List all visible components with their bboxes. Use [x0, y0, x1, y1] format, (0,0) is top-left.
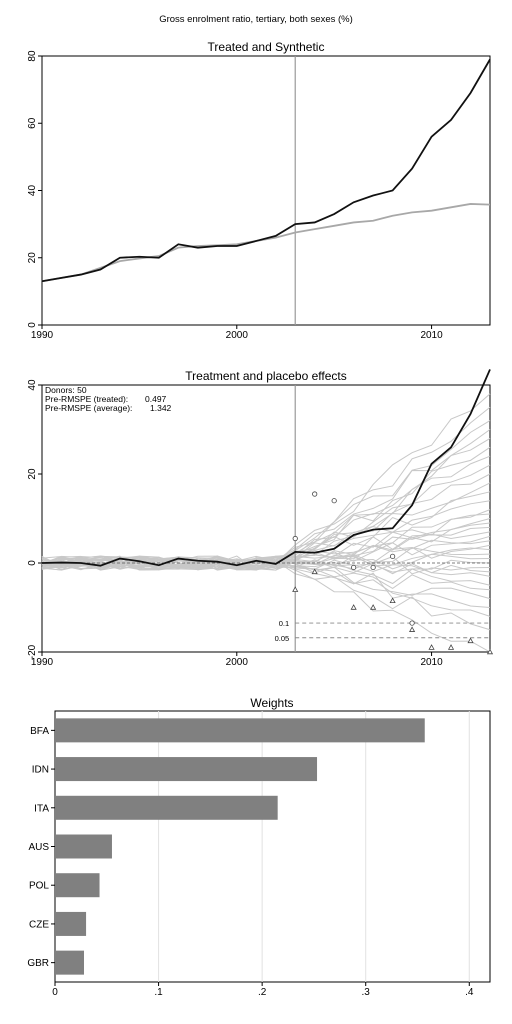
band-label: 0.05 — [275, 634, 290, 643]
bar — [55, 873, 100, 898]
rmspe-average-value: 1.342 — [150, 403, 172, 413]
page-title: Gross enrolment ratio, tertiary, both se… — [159, 14, 353, 25]
triangle-marker — [447, 644, 455, 650]
x-tick-label: 1990 — [31, 657, 54, 668]
placebo-series-line — [41, 420, 491, 571]
category-label: CZE — [29, 919, 49, 930]
y-tick-label: -20 — [27, 644, 38, 659]
x-tick-label: 2010 — [420, 657, 443, 668]
category-label: GBR — [27, 958, 49, 969]
category-label: BFA — [30, 726, 49, 737]
x-tick-label: .1 — [154, 987, 163, 998]
plot-area — [55, 718, 425, 975]
triangle-marker — [370, 604, 377, 610]
triangle-marker — [428, 644, 435, 650]
circle-marker — [312, 491, 318, 497]
x-tick-label: 2000 — [226, 657, 249, 668]
panel-treated-synthetic: Treated and Synthetic 1990 2000 2010 0 20 40 6… — [27, 40, 491, 341]
placebo-series-line — [41, 446, 491, 571]
rmspe-treated-value: 0.497 — [145, 394, 167, 404]
triangle-marker — [350, 604, 357, 610]
band-label: 0.1 — [279, 619, 289, 628]
x-tick-label: .4 — [465, 987, 474, 998]
placebo-series-line — [41, 393, 491, 571]
chart-title: Weights — [250, 696, 293, 710]
plot-area — [41, 56, 491, 325]
circle-marker — [390, 553, 396, 559]
panel-treatment-placebo: Treatment and placebo effects 1990 2000 20… — [27, 369, 494, 668]
placebo-series-line — [41, 455, 491, 569]
placebo-series-line — [41, 406, 491, 570]
placebo-series-line — [41, 429, 491, 570]
y-tick-label: 40 — [27, 185, 38, 197]
triangle-marker — [389, 597, 396, 604]
axes: 0 .1 .2 .3 .4 BFA IDN ITA AUS POL CZE GBR — [27, 711, 474, 998]
bar — [55, 834, 112, 859]
category-label: AUS — [28, 842, 49, 853]
x-tick-label: 2000 — [226, 330, 249, 341]
chart-title: Treatment and placebo effects — [185, 369, 346, 383]
bar — [55, 718, 425, 743]
rmspe-treated-label: Pre-RMSPE (treated): — [45, 394, 128, 404]
triangle-marker — [311, 568, 318, 575]
chart-title: Treated and Synthetic — [208, 40, 325, 54]
circle-marker — [370, 564, 376, 571]
y-tick-label: 40 — [27, 379, 38, 391]
donors-label: Donors: 50 — [45, 385, 87, 395]
panel-weights: Weights 0 .1 .2 .3 .4 BFA IDN ITA AUS POL CZE GBR — [27, 696, 491, 998]
x-tick-label: 2010 — [420, 330, 443, 341]
rmspe-average-label: Pre-RMSPE (average): — [45, 403, 132, 413]
y-tick-label: 20 — [27, 468, 38, 480]
bar — [55, 911, 87, 936]
category-label: IDN — [32, 765, 49, 776]
x-tick-label: .3 — [362, 987, 371, 998]
placebo-series-line — [41, 547, 491, 571]
bar — [55, 950, 84, 975]
x-tick-label: 1990 — [31, 330, 54, 341]
synthetic-series-line — [41, 203, 491, 283]
x-tick-label: .2 — [258, 987, 267, 998]
treated-effect-line — [41, 369, 491, 567]
annotation-box: Donors: 50 Pre-RMSPE (treated): 0.497 Pr… — [45, 385, 172, 413]
plot-frame — [54, 710, 491, 983]
y-tick-label: 0 — [27, 560, 38, 566]
category-label: ITA — [34, 803, 49, 814]
circle-marker — [331, 498, 337, 504]
y-tick-label: 0 — [27, 322, 38, 328]
circle-marker — [351, 564, 357, 571]
y-tick-label: 80 — [27, 50, 38, 62]
y-tick-label: 20 — [27, 252, 38, 264]
circle-marker — [292, 535, 298, 542]
plot-frame — [41, 55, 491, 326]
treated-series-line — [41, 58, 491, 283]
axes: 1990 2000 2010 -20 0 20 40 — [27, 379, 443, 668]
triangle-marker — [467, 637, 474, 644]
bar — [55, 757, 318, 782]
triangle-marker — [409, 626, 416, 632]
bar — [55, 795, 278, 820]
plot-area: 0.1 0.05 — [41, 369, 494, 655]
y-tick-label: 60 — [27, 117, 38, 129]
x-tick-label: 0 — [52, 987, 58, 998]
circle-marker — [409, 620, 415, 626]
triangle-marker — [292, 586, 299, 592]
placebo-series-line — [41, 473, 491, 571]
triangle-marker — [486, 648, 494, 655]
category-label: POL — [29, 881, 49, 892]
axes: 1990 2000 2010 0 20 40 60 80 — [27, 50, 443, 341]
